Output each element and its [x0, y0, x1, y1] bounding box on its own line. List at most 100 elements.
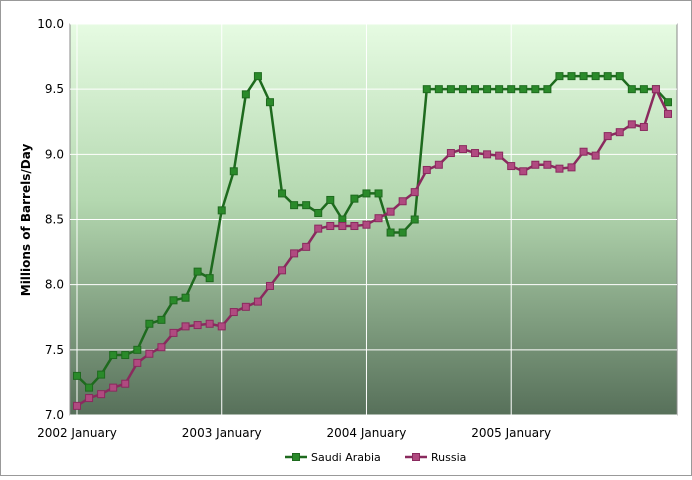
- point-marker: [253, 72, 262, 81]
- point-marker: [350, 194, 359, 203]
- point-marker: [157, 343, 166, 352]
- point-marker: [446, 149, 455, 158]
- y-tick-label: 7.0: [45, 408, 64, 422]
- point-marker: [109, 351, 118, 360]
- legend-label: Russia: [431, 451, 466, 464]
- point-marker: [97, 390, 106, 399]
- point-marker: [615, 72, 624, 81]
- point-marker: [145, 349, 154, 358]
- point-marker: [579, 147, 588, 156]
- point-marker: [531, 85, 540, 94]
- point-marker: [555, 164, 564, 173]
- point-marker: [434, 85, 443, 94]
- point-marker: [555, 72, 564, 81]
- point-marker: [495, 85, 504, 94]
- point-marker: [591, 151, 600, 160]
- point-marker: [483, 150, 492, 159]
- y-tick-label: 9.0: [45, 147, 64, 161]
- point-marker: [483, 85, 492, 94]
- point-marker: [145, 319, 154, 328]
- point-marker: [302, 201, 311, 210]
- point-marker: [519, 167, 528, 176]
- point-marker: [109, 383, 118, 392]
- point-marker: [615, 128, 624, 137]
- point-marker: [205, 319, 214, 328]
- point-marker: [73, 401, 81, 410]
- point-marker: [338, 215, 347, 224]
- point-marker: [386, 228, 395, 237]
- point-marker: [458, 85, 467, 94]
- point-marker: [217, 322, 226, 331]
- point-marker: [410, 215, 419, 224]
- x-tick-label: 2005 January: [471, 426, 551, 440]
- point-marker: [579, 72, 588, 81]
- point-marker: [458, 145, 467, 154]
- point-marker: [422, 85, 431, 94]
- point-marker: [169, 328, 178, 337]
- y-tick-label: 8.0: [45, 278, 64, 292]
- point-marker: [471, 85, 480, 94]
- point-marker: [326, 195, 335, 204]
- point-marker: [278, 189, 287, 198]
- point-marker: [591, 72, 600, 81]
- point-marker: [290, 249, 299, 258]
- point-marker: [471, 149, 480, 158]
- x-tick-label: 2004 January: [327, 426, 407, 440]
- point-marker: [169, 296, 178, 305]
- point-marker: [519, 85, 528, 94]
- point-marker: [664, 98, 672, 107]
- point-marker: [290, 201, 299, 210]
- y-tick-label: 7.5: [45, 343, 64, 357]
- point-marker: [193, 267, 202, 276]
- point-marker: [133, 358, 142, 367]
- point-marker: [567, 163, 576, 172]
- y-tick-label: 10.0: [37, 17, 64, 31]
- point-marker: [495, 151, 504, 160]
- point-marker: [133, 345, 142, 354]
- point-marker: [314, 208, 323, 217]
- point-marker: [422, 165, 431, 174]
- point-marker: [157, 315, 166, 324]
- point-marker: [543, 160, 552, 169]
- point-marker: [603, 132, 612, 141]
- x-tick-label: 2002 January: [37, 426, 117, 440]
- point-marker: [374, 214, 383, 223]
- point-marker: [531, 160, 540, 169]
- point-marker: [205, 274, 214, 283]
- point-marker: [627, 85, 636, 94]
- point-marker: [181, 322, 190, 331]
- point-marker: [73, 371, 81, 380]
- point-marker: [446, 85, 455, 94]
- point-marker: [362, 189, 371, 198]
- point-marker: [181, 293, 190, 302]
- point-marker: [350, 222, 359, 231]
- point-marker: [97, 370, 106, 379]
- y-tick-label: 9.5: [45, 82, 64, 96]
- point-marker: [253, 297, 262, 306]
- point-marker: [639, 122, 648, 131]
- point-marker: [229, 308, 238, 317]
- point-marker: [265, 98, 274, 107]
- point-marker: [374, 189, 383, 198]
- point-marker: [217, 206, 226, 215]
- point-marker: [193, 321, 202, 330]
- point-marker: [121, 379, 130, 388]
- point-marker: [314, 224, 323, 233]
- point-marker: [651, 85, 660, 94]
- point-marker: [664, 109, 672, 118]
- y-axis-label: Millions of Barrels/Day: [19, 144, 33, 297]
- legend-label: Saudi Arabia: [311, 451, 381, 464]
- legend-swatch-marker: [292, 453, 300, 461]
- point-marker: [85, 394, 94, 403]
- point-marker: [567, 72, 576, 81]
- point-marker: [398, 228, 407, 237]
- point-marker: [338, 222, 347, 231]
- point-marker: [410, 188, 419, 197]
- y-tick-label: 8.5: [45, 213, 64, 227]
- point-marker: [362, 220, 371, 229]
- x-tick-label: 2003 January: [182, 426, 262, 440]
- point-marker: [241, 302, 250, 311]
- point-marker: [229, 167, 238, 176]
- point-marker: [121, 351, 130, 360]
